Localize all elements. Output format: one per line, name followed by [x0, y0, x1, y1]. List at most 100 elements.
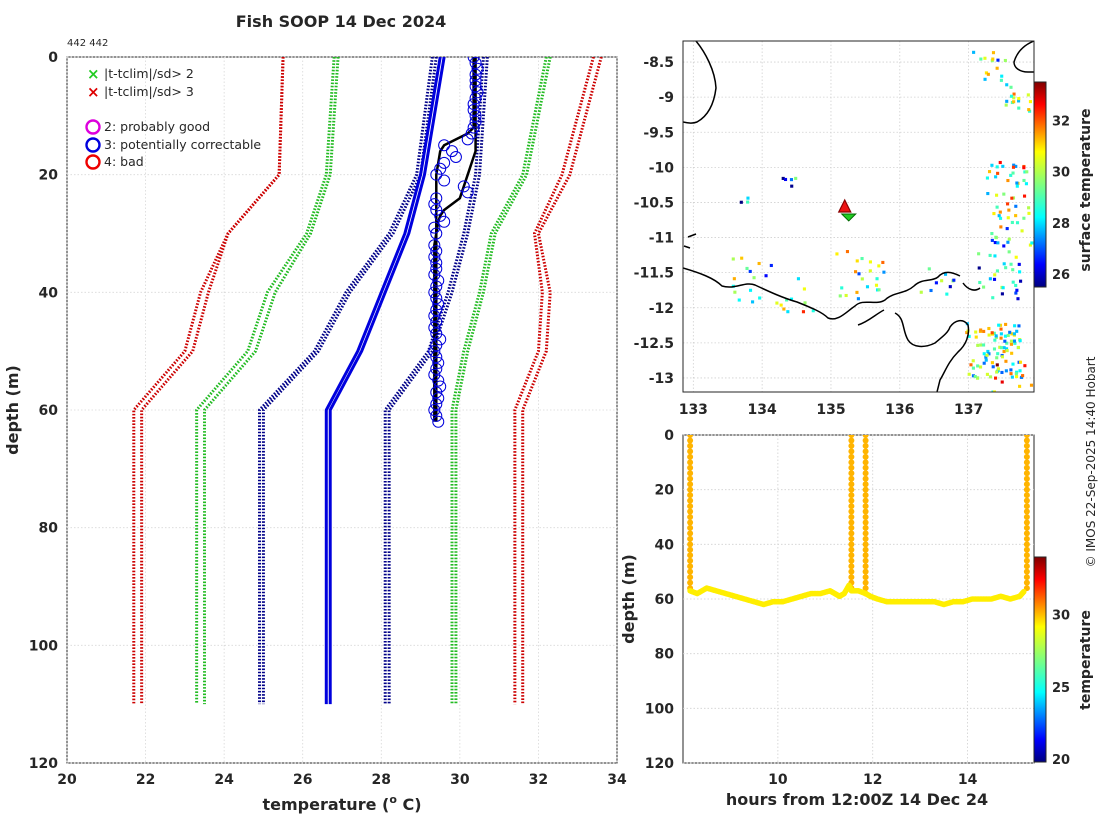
sst-pixel — [943, 272, 948, 276]
legend-circle-blue-icon — [85, 137, 101, 153]
sst-pixel — [971, 374, 975, 378]
sst-pixel — [994, 175, 998, 179]
cast-point — [848, 453, 855, 460]
sst-pixel — [1005, 83, 1009, 87]
climatology-line — [203, 57, 340, 705]
x-tick-label: 20 — [57, 772, 77, 788]
cast-point — [1023, 492, 1030, 499]
sst-pixel — [994, 334, 998, 338]
sst-pixel — [1002, 346, 1006, 350]
flag-marker — [434, 333, 447, 346]
sst-pixel — [996, 367, 1000, 371]
sst-pixel — [985, 353, 989, 357]
sst-pixel — [1005, 341, 1009, 345]
cast-point — [687, 552, 694, 559]
cast-point — [862, 541, 869, 548]
cast-point — [862, 524, 869, 531]
cast-point — [848, 530, 855, 537]
sst-pixel — [877, 264, 881, 268]
profile-flag-markers — [428, 57, 484, 428]
flag-marker — [430, 315, 443, 328]
cast-point — [687, 546, 694, 553]
sst-pixel — [998, 345, 1002, 349]
sst-pixel — [854, 270, 858, 274]
sst-pixel — [971, 359, 975, 363]
sst-pixel — [998, 216, 1003, 220]
sst-pixel — [855, 259, 859, 263]
cast-point — [1023, 442, 1030, 449]
map-y-tick-label: -11.5 — [634, 266, 674, 282]
y-tick-label: 80 — [39, 521, 59, 537]
y-tick-label: 40 — [39, 285, 59, 301]
cast-point — [862, 448, 869, 455]
track-x-axis-label: hours from 12:00Z 14 Dec 24 — [726, 790, 988, 809]
cast-point — [862, 437, 869, 444]
cast-point — [862, 486, 869, 493]
sst-pixel — [992, 347, 997, 351]
legend-entry-2sd: |t-tclim|/sd> 2 — [104, 66, 194, 81]
sst-pixel — [1007, 237, 1011, 241]
sst-pixel — [1004, 322, 1008, 326]
sst-pixel — [999, 346, 1003, 350]
map-tick-labels: 133 134 135 136 137 -8.5 -9 -9.5 -10 -10.5 -11 -11.… — [634, 55, 984, 418]
flag-marker — [434, 162, 447, 175]
sst-pixel — [740, 256, 744, 260]
sst-pixel — [1028, 243, 1032, 247]
profile-panel: Fish SOOP 14 Dec 2024 442 442 20 22 24 26 28… — [3, 12, 627, 814]
sst-pixel — [748, 288, 753, 292]
cast-point — [687, 574, 694, 581]
sst-pixel — [967, 334, 971, 338]
flag-marker — [438, 215, 451, 228]
cast-point — [848, 497, 855, 504]
sst-pixel — [1024, 398, 1027, 401]
flag-marker — [471, 86, 484, 99]
sst-pixel — [1013, 324, 1017, 328]
cast-point — [848, 481, 855, 488]
map-y-tick-label: -12.5 — [634, 336, 674, 352]
cast-point — [848, 448, 855, 455]
sst-pixel — [1018, 270, 1022, 274]
temperature-profile-line — [433, 57, 477, 422]
sst-pixel — [775, 301, 779, 305]
profile-grid — [66, 56, 618, 764]
sst-pixel — [982, 352, 986, 356]
map-colorbar-ticks: 26 28 30 32 — [1052, 114, 1070, 283]
sst-pixel — [1019, 279, 1023, 283]
map-x-tick-label: 137 — [954, 402, 983, 418]
cast-point — [1023, 563, 1030, 570]
sst-pixel — [865, 285, 870, 289]
sst-pixel — [995, 370, 999, 374]
flag-marker — [428, 368, 441, 381]
cast-point — [848, 552, 855, 559]
flag-marker — [469, 80, 482, 93]
sst-pixel — [979, 57, 983, 61]
map-colorbar-tick-label: 30 — [1052, 166, 1070, 181]
track-y-axis-label: depth (m) — [619, 554, 638, 644]
x-tick-label: 26 — [293, 772, 312, 788]
map-colorbar-tick-label: 28 — [1052, 217, 1070, 232]
sst-pixel — [811, 309, 815, 313]
flag-marker — [465, 127, 478, 140]
sst-pixel — [1009, 342, 1013, 346]
cast-point — [848, 514, 855, 520]
station-green-marker — [840, 213, 857, 222]
map-plot-area — [683, 41, 1034, 392]
track-y-tick-label: 100 — [645, 701, 674, 717]
cast-point — [687, 508, 694, 515]
sst-pixel — [990, 59, 994, 63]
cast-point — [848, 524, 855, 531]
sst-pixel — [1004, 266, 1008, 270]
map-colorbar-tick-label: 26 — [1052, 268, 1070, 283]
track-y-tick-label: 80 — [655, 647, 675, 663]
sst-pixel — [999, 336, 1003, 340]
cast-point — [848, 435, 855, 438]
cast-point — [1023, 574, 1030, 581]
flag-marker — [469, 115, 482, 128]
sst-pixel — [1020, 229, 1024, 233]
cast-point — [1023, 557, 1030, 564]
flag-marker — [430, 327, 443, 340]
cast-point — [848, 475, 855, 482]
sst-pixel — [974, 335, 978, 339]
sst-pixel — [1000, 380, 1004, 384]
cast-point — [862, 519, 869, 526]
